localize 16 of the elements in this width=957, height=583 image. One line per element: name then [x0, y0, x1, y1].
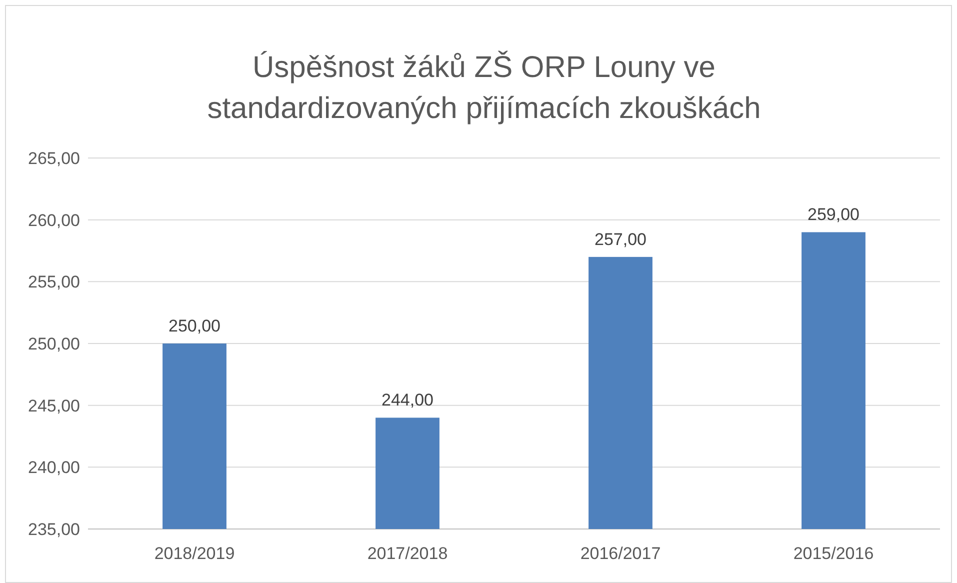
x-tick-label: 2015/2016 [793, 544, 874, 563]
data-label: 259,00 [808, 205, 860, 224]
x-tick-label: 2018/2019 [154, 544, 235, 563]
data-label: 257,00 [594, 230, 646, 249]
y-tick-label: 250,00 [28, 334, 80, 354]
y-tick-label: 245,00 [28, 396, 80, 416]
data-label: 250,00 [168, 316, 220, 336]
y-tick-label: 240,00 [28, 458, 80, 478]
y-tick-label: 235,00 [28, 520, 80, 539]
y-tick-label: 260,00 [28, 210, 80, 230]
x-tick-label: 2017/2018 [367, 544, 448, 563]
data-label: 244,00 [382, 390, 434, 410]
chart-title: Úspěšnost žáků ZŠ ORP Louny ve standardizovaných přijímacích zkouškách [207, 50, 761, 125]
y-tick-label: 265,00 [28, 148, 80, 168]
x-tick-label: 2016/2017 [580, 544, 661, 563]
y-tick-label: 255,00 [28, 272, 80, 292]
